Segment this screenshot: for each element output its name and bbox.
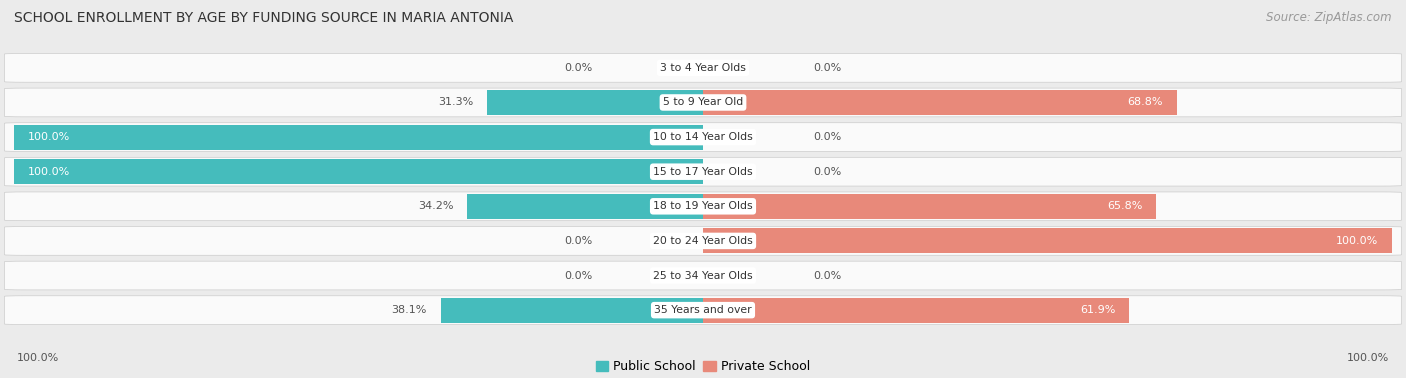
FancyBboxPatch shape	[4, 261, 1402, 290]
Bar	[703, 90, 1177, 115]
Bar	[14, 159, 703, 184]
Text: 18 to 19 Year Olds: 18 to 19 Year Olds	[654, 201, 752, 211]
Text: 35 Years and over: 35 Years and over	[654, 305, 752, 315]
Text: 0.0%: 0.0%	[813, 132, 841, 142]
Text: 100.0%: 100.0%	[17, 353, 59, 363]
Text: 34.2%: 34.2%	[418, 201, 454, 211]
Legend: Public School, Private School: Public School, Private School	[591, 355, 815, 378]
Text: 68.8%: 68.8%	[1128, 98, 1163, 107]
FancyBboxPatch shape	[4, 123, 1402, 152]
Text: 15 to 17 Year Olds: 15 to 17 Year Olds	[654, 167, 752, 177]
FancyBboxPatch shape	[4, 192, 1402, 221]
Text: 0.0%: 0.0%	[813, 167, 841, 177]
Text: 25 to 34 Year Olds: 25 to 34 Year Olds	[654, 271, 752, 280]
Text: 100.0%: 100.0%	[1336, 236, 1378, 246]
Bar	[703, 194, 1156, 219]
Text: 0.0%: 0.0%	[565, 271, 593, 280]
FancyBboxPatch shape	[4, 54, 1402, 82]
Text: 0.0%: 0.0%	[565, 236, 593, 246]
FancyBboxPatch shape	[4, 226, 1402, 255]
Text: 3 to 4 Year Olds: 3 to 4 Year Olds	[659, 63, 747, 73]
Bar	[703, 298, 1129, 322]
Text: SCHOOL ENROLLMENT BY AGE BY FUNDING SOURCE IN MARIA ANTONIA: SCHOOL ENROLLMENT BY AGE BY FUNDING SOUR…	[14, 11, 513, 25]
Text: 65.8%: 65.8%	[1107, 201, 1143, 211]
Bar	[703, 228, 1392, 253]
Text: 61.9%: 61.9%	[1080, 305, 1116, 315]
Text: 100.0%: 100.0%	[28, 132, 70, 142]
Text: 38.1%: 38.1%	[391, 305, 427, 315]
Text: 100.0%: 100.0%	[28, 167, 70, 177]
Bar	[440, 298, 703, 322]
Text: 0.0%: 0.0%	[565, 63, 593, 73]
Text: 100.0%: 100.0%	[1347, 353, 1389, 363]
Bar	[14, 125, 703, 150]
Bar	[488, 90, 703, 115]
Bar	[467, 194, 703, 219]
FancyBboxPatch shape	[4, 88, 1402, 117]
Text: 31.3%: 31.3%	[439, 98, 474, 107]
FancyBboxPatch shape	[4, 157, 1402, 186]
Text: 5 to 9 Year Old: 5 to 9 Year Old	[662, 98, 744, 107]
Text: 0.0%: 0.0%	[813, 63, 841, 73]
FancyBboxPatch shape	[4, 296, 1402, 324]
Text: Source: ZipAtlas.com: Source: ZipAtlas.com	[1267, 11, 1392, 24]
Text: 20 to 24 Year Olds: 20 to 24 Year Olds	[654, 236, 752, 246]
Text: 10 to 14 Year Olds: 10 to 14 Year Olds	[654, 132, 752, 142]
Text: 0.0%: 0.0%	[813, 271, 841, 280]
